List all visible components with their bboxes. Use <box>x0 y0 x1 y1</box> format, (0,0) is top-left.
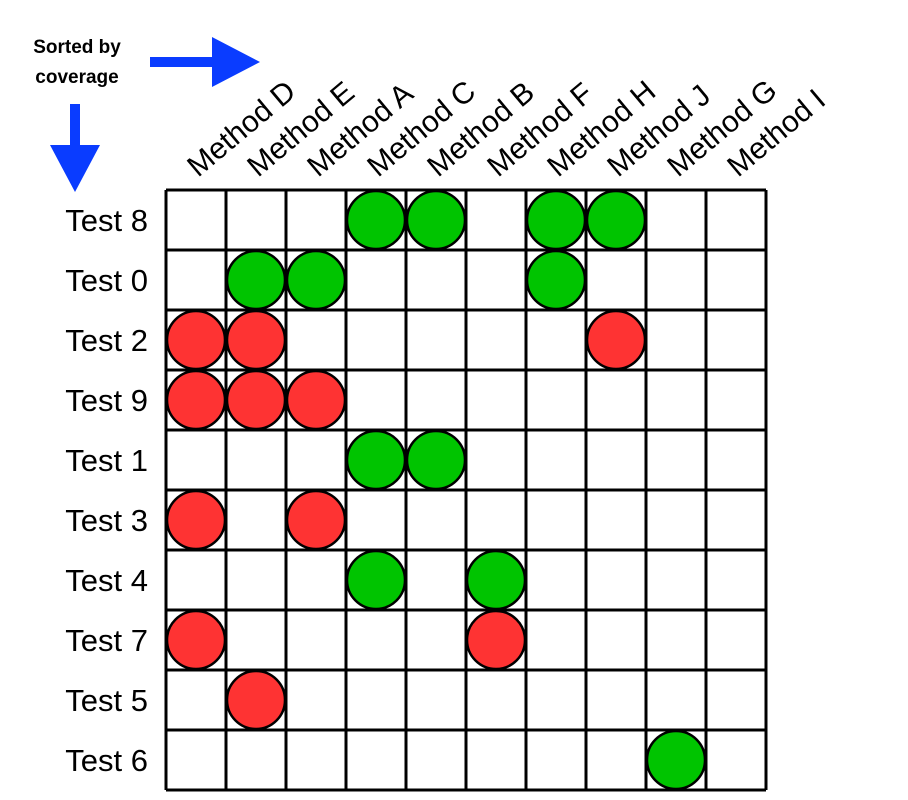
red-dot <box>225 669 287 731</box>
arrow-right-icon <box>150 37 260 87</box>
green-dot <box>585 189 647 251</box>
annotation-line-2: coverage <box>35 67 118 88</box>
arrow-down-icon <box>50 104 100 192</box>
green-dot <box>465 549 527 611</box>
row-labels: Test 8 Test 0 Test 2 Test 9 Test 1 Test 3 Test… <box>65 203 148 778</box>
green-dot <box>525 249 587 311</box>
red-dot <box>585 309 647 371</box>
green-dot <box>525 189 587 251</box>
row-label: Test 0 <box>65 263 148 298</box>
row-label: Test 2 <box>65 323 148 358</box>
row-label: Test 9 <box>65 383 148 418</box>
row-label: Test 5 <box>65 683 148 718</box>
red-dot <box>165 609 227 671</box>
row-label: Test 4 <box>65 563 148 598</box>
row-label: Test 3 <box>65 503 148 538</box>
green-dot <box>225 249 287 311</box>
row-label: Test 6 <box>65 743 148 778</box>
red-dot <box>225 309 287 371</box>
green-dot <box>285 249 347 311</box>
green-dot <box>405 189 467 251</box>
red-dot <box>165 489 227 551</box>
red-dot <box>465 609 527 671</box>
red-dot <box>165 309 227 371</box>
row-label: Test 8 <box>65 203 148 238</box>
green-dot <box>645 729 707 791</box>
coverage-dots <box>165 189 707 791</box>
red-dot <box>285 369 347 431</box>
red-dot <box>165 369 227 431</box>
row-label: Test 1 <box>65 443 148 478</box>
green-dot <box>345 429 407 491</box>
red-dot <box>225 369 287 431</box>
red-dot <box>285 489 347 551</box>
row-label: Test 7 <box>65 623 148 658</box>
sort-annotation: Sorted by coverage <box>33 37 121 88</box>
annotation-line-1: Sorted by <box>33 37 121 58</box>
matrix-grid <box>164 188 768 792</box>
green-dot <box>405 429 467 491</box>
green-dot <box>345 549 407 611</box>
green-dot <box>345 189 407 251</box>
sort-arrows <box>50 37 260 192</box>
